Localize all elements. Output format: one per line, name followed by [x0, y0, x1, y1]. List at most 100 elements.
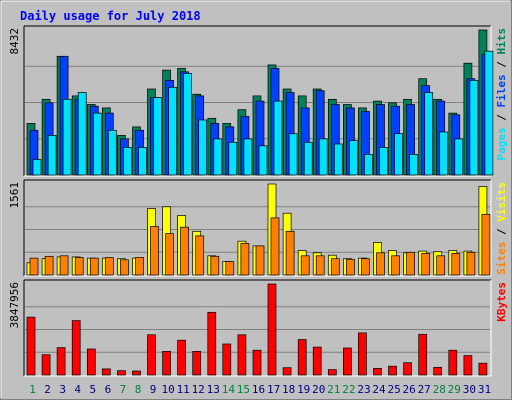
- bar-sites-day-19: [300, 255, 310, 276]
- bar-pages-day-27: [424, 92, 434, 176]
- bar-sites-day-4: [74, 257, 84, 276]
- bar-pages-day-1: [32, 159, 42, 176]
- tick-label-day-15: 15: [237, 383, 250, 396]
- tick-label-day-8: 8: [135, 383, 142, 396]
- bar-kbytes-day-26: [403, 362, 412, 376]
- side-label-part: KBytes: [495, 282, 508, 322]
- tick-label-day-23: 23: [357, 383, 370, 396]
- tick-label-day-25: 25: [387, 383, 400, 396]
- bar-pages-day-9: [153, 97, 162, 176]
- tick-label-day-13: 13: [207, 383, 220, 396]
- bar-kbytes-day-18: [282, 367, 292, 376]
- tick-label-day-7: 7: [120, 383, 127, 396]
- bar-kbytes-day-7: [117, 370, 126, 376]
- bar-sites-day-9: [150, 226, 159, 276]
- bar-sites-day-24: [376, 252, 385, 276]
- bar-sites-day-22: [346, 258, 355, 276]
- tick-label-day-21: 21: [327, 383, 340, 396]
- bar-sites-day-8: [135, 257, 144, 276]
- bar-sites-day-16: [255, 245, 265, 276]
- bar-sites-day-29: [451, 253, 461, 276]
- bar-sites-day-1: [29, 257, 39, 276]
- tick-label-day-31: 31: [478, 383, 491, 396]
- bar-pages-day-10: [168, 86, 177, 176]
- bar-pages-day-28: [439, 131, 449, 176]
- bar-pages-day-26: [409, 154, 418, 176]
- bar-pages-day-20: [318, 138, 328, 176]
- bar-kbytes-day-31: [478, 362, 488, 376]
- bar-kbytes-day-10: [162, 351, 171, 376]
- bar-kbytes-day-23: [358, 332, 367, 376]
- panel-side-label: KBytes: [495, 282, 508, 322]
- bar-kbytes-day-27: [418, 333, 428, 376]
- bar-sites-day-5: [89, 257, 99, 276]
- tick-label-day-10: 10: [161, 383, 174, 396]
- bar-kbytes-day-20: [312, 346, 322, 376]
- bar-pages-day-7: [123, 147, 132, 176]
- bar-pages-day-13: [213, 138, 223, 176]
- panel-max-label: 8432: [8, 28, 21, 55]
- bar-kbytes-day-5: [86, 348, 96, 376]
- bar-sites-day-25: [391, 255, 400, 276]
- side-label-part: /: [495, 222, 508, 242]
- bar-sites-day-18: [285, 230, 295, 276]
- bar-pages-day-19: [303, 141, 313, 176]
- tick-label-day-3: 3: [59, 383, 66, 396]
- bar-pages-day-29: [454, 138, 464, 176]
- tick-label-day-11: 11: [177, 383, 190, 396]
- bar-kbytes-day-13: [207, 311, 217, 376]
- tick-label-day-5: 5: [89, 383, 96, 396]
- tick-label-day-2: 2: [44, 383, 51, 396]
- panel-hits-files-pages: 8432 Pages / Files / Hits: [8, 25, 508, 177]
- tick-label-day-4: 4: [74, 383, 81, 396]
- bar-pages-day-11: [183, 73, 192, 176]
- bar-pages-day-2: [47, 135, 57, 176]
- bar-kbytes-day-16: [252, 349, 262, 376]
- bar-sites-day-13: [210, 255, 220, 276]
- panel-visits-sites: 1561 Sites / Visits: [8, 179, 508, 277]
- tick-label-day-18: 18: [282, 383, 295, 396]
- bar-kbytes-day-24: [373, 368, 382, 376]
- side-label-part: /: [495, 55, 508, 75]
- bar-pages-day-3: [62, 98, 72, 176]
- tick-label-day-24: 24: [372, 383, 386, 396]
- bar-sites-day-28: [436, 255, 446, 276]
- bar-kbytes-day-28: [433, 367, 443, 376]
- bar-kbytes-day-15: [237, 334, 247, 376]
- bar-pages-day-12: [198, 119, 208, 176]
- bar-kbytes-day-17: [267, 283, 277, 376]
- bar-sites-day-23: [361, 258, 370, 276]
- day-labels: 1 2 3 4 5 6 7 8 9 10 11 12 13 14 15 16 17 18 19 20 21 22 23 24 2…: [29, 383, 491, 396]
- bar-sites-day-31: [481, 214, 491, 276]
- side-label-part: /: [495, 108, 508, 128]
- bar-kbytes-day-8: [132, 370, 141, 376]
- tick-label-day-17: 17: [267, 383, 280, 396]
- bar-sites-day-15: [240, 243, 250, 276]
- panels-layer: 8432 Pages / Files / Hits 1561 Sites / Visi…: [8, 25, 508, 377]
- tick-label-day-28: 28: [433, 383, 446, 396]
- bar-kbytes-day-14: [222, 343, 232, 376]
- bar-pages-day-30: [469, 80, 479, 176]
- bar-pages-day-24: [379, 147, 388, 176]
- tick-label-day-1: 1: [29, 383, 36, 396]
- bar-sites-day-7: [120, 259, 129, 276]
- bar-pages-day-5: [92, 112, 102, 176]
- bar-pages-day-6: [107, 129, 117, 176]
- bar-pages-day-23: [364, 154, 373, 176]
- tick-label-day-30: 30: [463, 383, 476, 396]
- bar-sites-day-2: [44, 255, 54, 276]
- tick-label-day-27: 27: [418, 383, 431, 396]
- bar-pages-day-31: [484, 50, 494, 176]
- bar-kbytes-day-22: [343, 347, 352, 376]
- bar-kbytes-day-11: [177, 339, 186, 376]
- panel-side-label: Sites / Visits: [495, 182, 508, 275]
- panel-side-label: Pages / Files / Hits: [495, 28, 508, 161]
- tick-label-day-9: 9: [150, 383, 157, 396]
- bar-sites-day-14: [225, 261, 235, 276]
- tick-label-day-20: 20: [312, 383, 325, 396]
- bar-kbytes-day-29: [448, 349, 458, 376]
- bar-pages-day-18: [288, 133, 298, 176]
- bar-pages-day-15: [243, 138, 253, 176]
- tick-label-day-12: 12: [192, 383, 205, 396]
